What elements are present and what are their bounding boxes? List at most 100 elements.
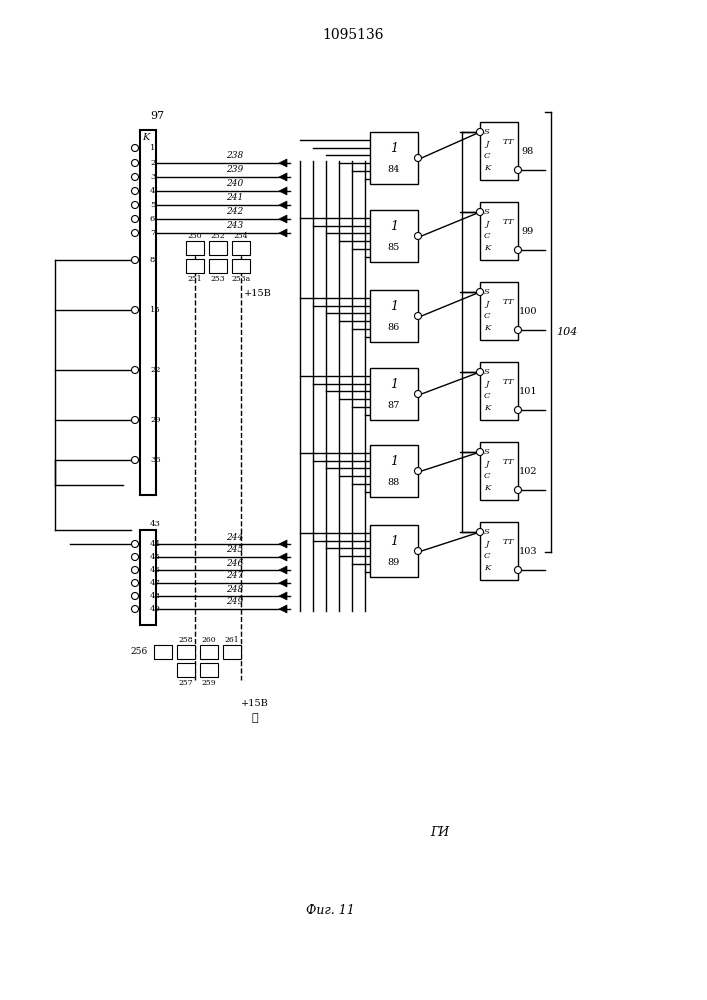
Circle shape [414,232,421,239]
Text: 100: 100 [519,306,537,316]
Text: 22: 22 [150,366,160,374]
Bar [232,259,250,273]
Text: 86: 86 [388,323,400,332]
Bar [177,645,195,659]
Text: 4: 4 [150,187,156,195]
Text: S: S [484,128,490,136]
Text: TT: TT [502,138,514,146]
Circle shape [132,366,139,373]
Circle shape [132,540,139,548]
Text: 3: 3 [150,173,156,181]
Text: K: K [142,133,149,142]
Text: 241: 241 [226,194,244,202]
Text: 1: 1 [390,142,398,155]
Polygon shape [279,229,287,237]
Polygon shape [279,201,287,209]
Circle shape [132,144,139,151]
Text: J: J [485,460,489,468]
Circle shape [414,468,421,475]
Text: 99: 99 [522,227,534,235]
Text: J: J [485,220,489,228]
Text: 29: 29 [150,416,160,424]
Circle shape [132,188,139,194]
Text: 2: 2 [150,159,156,167]
Text: 85: 85 [388,243,400,252]
Text: TT: TT [502,538,514,546]
Bar [480,522,518,580]
Text: 245: 245 [226,546,244,554]
Text: 102: 102 [519,466,537,476]
Text: 48: 48 [150,592,161,600]
Text: 260: 260 [201,636,216,644]
Text: 98: 98 [522,146,534,155]
Text: C: C [484,232,490,240]
Text: 243: 243 [226,222,244,231]
Polygon shape [279,553,287,561]
Text: 84: 84 [388,165,400,174]
Polygon shape [279,592,287,600]
Polygon shape [279,159,287,167]
Text: 1: 1 [390,378,398,391]
Bar [186,259,204,273]
Text: C: C [484,472,490,480]
Text: S: S [484,528,490,536]
Text: 15: 15 [150,306,160,314]
Bar [370,210,418,262]
Circle shape [515,566,522,574]
Circle shape [515,246,522,253]
Bar [480,202,518,260]
Circle shape [132,554,139,560]
Text: J: J [485,380,489,388]
Polygon shape [279,566,287,574]
Bar [480,362,518,420]
Text: TT: TT [502,298,514,306]
Text: 248: 248 [226,584,244,593]
Text: K: K [484,164,490,172]
Polygon shape [279,540,287,548]
Circle shape [515,326,522,334]
Bar [223,645,241,659]
Text: 1: 1 [390,535,398,548]
Text: 1095136: 1095136 [322,28,384,42]
Text: 252: 252 [211,232,226,240]
Text: 97: 97 [150,111,164,121]
Text: 5: 5 [150,201,156,209]
Bar [140,130,156,495]
Bar [186,241,204,255]
Text: 45: 45 [150,553,161,561]
Text: 239: 239 [226,165,244,174]
Text: 1: 1 [390,300,398,313]
Circle shape [132,456,139,464]
Text: 244: 244 [226,532,244,542]
Bar [140,530,156,625]
Text: 44: 44 [150,540,161,548]
Text: 1: 1 [390,220,398,233]
Text: +15B: +15B [241,698,269,708]
Text: 247: 247 [226,572,244,580]
Bar [209,259,227,273]
Text: 254: 254 [234,232,248,240]
Text: C: C [484,312,490,320]
Text: 246: 246 [226,558,244,568]
Text: 259: 259 [201,679,216,687]
Text: S: S [484,208,490,216]
Text: 1: 1 [390,455,398,468]
Text: S: S [484,448,490,456]
Text: TT: TT [502,218,514,226]
Bar [370,525,418,577]
Text: 103: 103 [519,546,537,556]
Polygon shape [279,187,287,195]
Text: 87: 87 [388,401,400,410]
Text: 253: 253 [211,275,226,283]
Circle shape [414,154,421,161]
Circle shape [132,216,139,223]
Polygon shape [279,173,287,181]
Text: 242: 242 [226,208,244,217]
Circle shape [132,256,139,263]
Circle shape [477,528,484,536]
Text: K: K [484,484,490,492]
Bar [154,645,172,659]
Polygon shape [279,215,287,223]
Circle shape [477,209,484,216]
Bar [370,445,418,497]
